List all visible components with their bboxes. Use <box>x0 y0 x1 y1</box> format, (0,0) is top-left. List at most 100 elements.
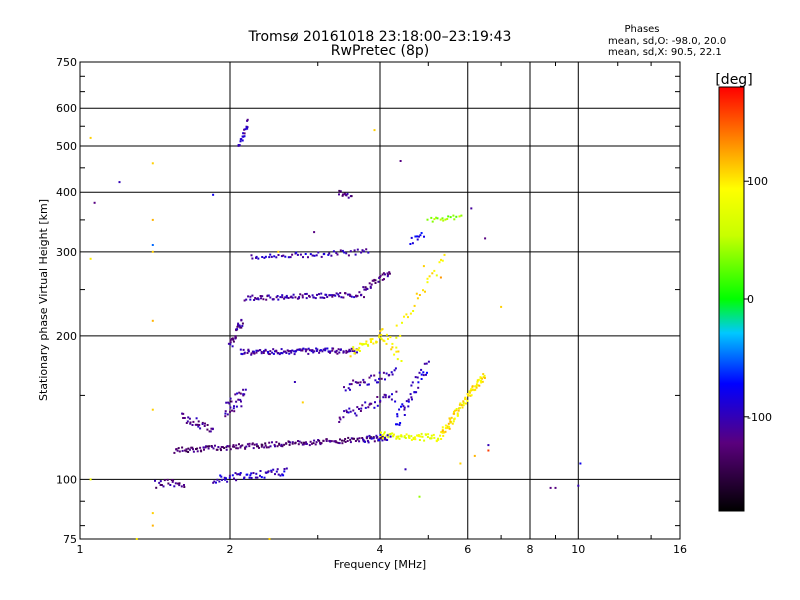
data-point <box>309 440 312 443</box>
data-point <box>347 436 350 439</box>
data-point <box>181 412 184 415</box>
data-point <box>379 400 382 403</box>
data-point <box>313 439 316 442</box>
data-point <box>353 350 356 352</box>
data-point <box>253 352 256 355</box>
data-point <box>229 397 232 400</box>
data-point <box>311 254 314 257</box>
data-point <box>196 447 199 450</box>
colorbar-gradient <box>718 86 745 512</box>
data-point <box>261 444 264 447</box>
data-point <box>246 352 249 354</box>
data-point <box>219 447 222 450</box>
data-point <box>208 430 211 433</box>
data-point <box>346 411 348 414</box>
data-point <box>229 406 232 409</box>
data-point <box>394 367 397 370</box>
data-point <box>401 403 404 406</box>
data-point <box>431 272 434 275</box>
data-point <box>291 296 294 299</box>
data-point <box>360 407 363 410</box>
data-point <box>344 441 347 443</box>
data-point <box>458 215 461 218</box>
data-point <box>462 402 465 405</box>
data-point <box>389 336 392 339</box>
data-point <box>384 378 386 381</box>
data-point <box>444 218 447 221</box>
data-point <box>225 401 228 404</box>
data-point <box>418 371 421 374</box>
data-point <box>367 441 370 444</box>
x-tick-label: 6 <box>464 543 471 556</box>
data-point <box>470 207 473 210</box>
data-point <box>397 435 400 438</box>
data-point <box>320 442 323 445</box>
data-point <box>373 406 376 409</box>
data-point <box>388 272 391 275</box>
data-point <box>288 443 291 446</box>
data-point <box>372 436 375 439</box>
data-point <box>391 346 394 349</box>
data-point <box>381 328 384 331</box>
data-point <box>187 447 190 450</box>
data-point <box>338 416 341 419</box>
data-point <box>470 388 473 391</box>
data-point <box>368 434 371 437</box>
data-point <box>391 342 394 345</box>
data-point <box>233 445 236 448</box>
data-point <box>378 336 381 339</box>
data-point <box>462 404 465 407</box>
data-point <box>261 295 264 298</box>
data-point <box>281 294 284 297</box>
data-point <box>381 437 384 440</box>
phase-info-heading: Phases <box>624 24 659 35</box>
data-point <box>477 384 480 387</box>
data-point <box>409 312 412 315</box>
data-point <box>363 288 366 291</box>
data-point <box>206 424 209 426</box>
data-point <box>169 484 172 486</box>
data-point <box>233 410 236 413</box>
data-point <box>204 446 207 449</box>
data-point <box>263 350 265 353</box>
data-point <box>357 348 360 351</box>
data-point <box>324 349 327 352</box>
data-point <box>185 448 188 451</box>
data-point <box>339 190 342 193</box>
data-point <box>400 360 403 362</box>
data-point <box>244 128 247 131</box>
data-point <box>196 423 199 426</box>
data-point <box>349 355 352 358</box>
data-point <box>387 273 389 276</box>
data-point <box>283 470 286 473</box>
data-point <box>395 390 398 393</box>
data-point <box>248 476 251 479</box>
data-point <box>382 371 385 374</box>
data-point <box>183 449 186 452</box>
data-point <box>337 441 340 444</box>
data-point <box>192 448 194 451</box>
data-point <box>339 249 342 252</box>
data-point <box>391 393 393 396</box>
data-point <box>358 437 361 440</box>
data-point <box>254 476 257 479</box>
data-point <box>326 347 329 350</box>
data-point <box>318 351 321 354</box>
data-point <box>483 377 486 379</box>
data-point <box>297 440 299 442</box>
data-point <box>188 448 191 451</box>
data-point <box>245 126 248 129</box>
data-point <box>338 442 341 445</box>
data-point <box>475 386 478 389</box>
data-point <box>314 297 317 300</box>
data-point <box>426 436 429 438</box>
data-point <box>170 479 173 481</box>
data-point <box>263 476 266 479</box>
data-point <box>427 360 430 363</box>
data-point <box>302 347 305 350</box>
data-point <box>344 438 347 440</box>
data-point <box>176 482 179 485</box>
data-point <box>276 445 279 448</box>
data-point <box>181 449 184 452</box>
data-point <box>226 413 229 416</box>
